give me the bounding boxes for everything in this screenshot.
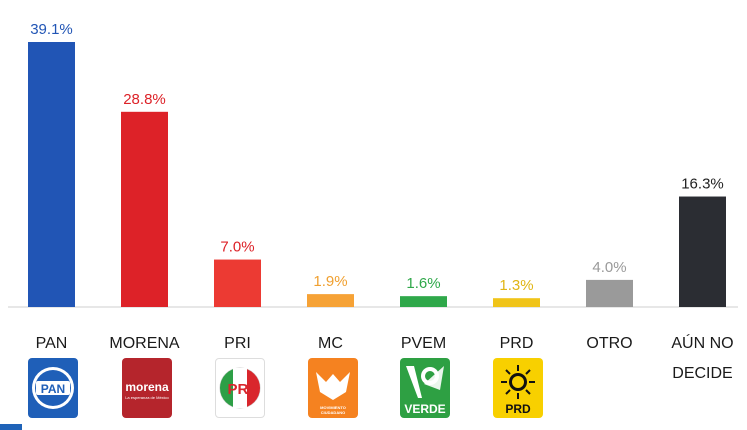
pri-logo: PRI xyxy=(215,358,265,418)
value-labels-group: 39.1% 28.8% 7.0% 1.9% 1.6% 1.3% 4.0% 16.3% xyxy=(30,21,724,294)
bar-pri xyxy=(214,259,261,307)
value-label-pri: 7.0% xyxy=(220,239,254,256)
value-label-morena: 28.8% xyxy=(123,91,166,108)
svg-text:La esperanza de México: La esperanza de México xyxy=(125,395,169,400)
category-label-otro: OTRO xyxy=(586,335,632,352)
category-label-a-n-no-decide-line-1: AÚN NO xyxy=(671,333,733,352)
category-label-a-n-no-decide-line-2: DECIDE xyxy=(672,365,732,382)
bar-mc xyxy=(307,294,354,307)
mc-logo: MOVIMIENTO CIUDADANO xyxy=(308,358,358,418)
category-label-pan: PAN xyxy=(36,335,68,352)
value-label-prd: 1.3% xyxy=(499,277,533,294)
prd-logo: PRD xyxy=(493,358,543,418)
category-labels-group: PAN MORENA PRI MC PVEM PRD OTRO AÚN NO DECIDE xyxy=(36,333,734,382)
category-label-pvem: PVEM xyxy=(401,335,446,352)
value-label-pan: 39.1% xyxy=(30,21,73,38)
pvem-logo: VERDE xyxy=(400,358,450,418)
svg-text:MOVIMIENTO: MOVIMIENTO xyxy=(320,405,346,410)
category-label-morena: MORENA xyxy=(109,335,180,352)
svg-text:PAN: PAN xyxy=(41,382,65,396)
pan-logo: PAN xyxy=(28,358,78,418)
category-label-mc: MC xyxy=(318,335,343,352)
bar-pan xyxy=(28,42,75,307)
corner-accent xyxy=(0,424,22,430)
value-label-mc: 1.9% xyxy=(313,273,347,290)
bar-otro xyxy=(586,279,633,307)
svg-text:PRI: PRI xyxy=(227,381,252,398)
value-label-pvem: 1.6% xyxy=(406,275,440,292)
category-label-prd: PRD xyxy=(500,335,534,352)
morena-logo: morena La esperanza de México xyxy=(122,358,172,418)
bars-group xyxy=(28,42,726,307)
value-label-a-n-no-decide: 16.3% xyxy=(681,176,724,193)
category-label-pri: PRI xyxy=(224,335,251,352)
bar-prd xyxy=(493,298,540,307)
svg-text:CIUDADANO: CIUDADANO xyxy=(321,410,345,415)
bar-morena xyxy=(121,111,168,307)
svg-text:PRD: PRD xyxy=(505,402,531,416)
svg-text:morena: morena xyxy=(125,380,169,394)
bar-a-n-no-decide xyxy=(679,196,726,307)
svg-text:VERDE: VERDE xyxy=(404,402,445,416)
value-label-otro: 4.0% xyxy=(592,259,626,276)
bar-pvem xyxy=(400,296,447,307)
